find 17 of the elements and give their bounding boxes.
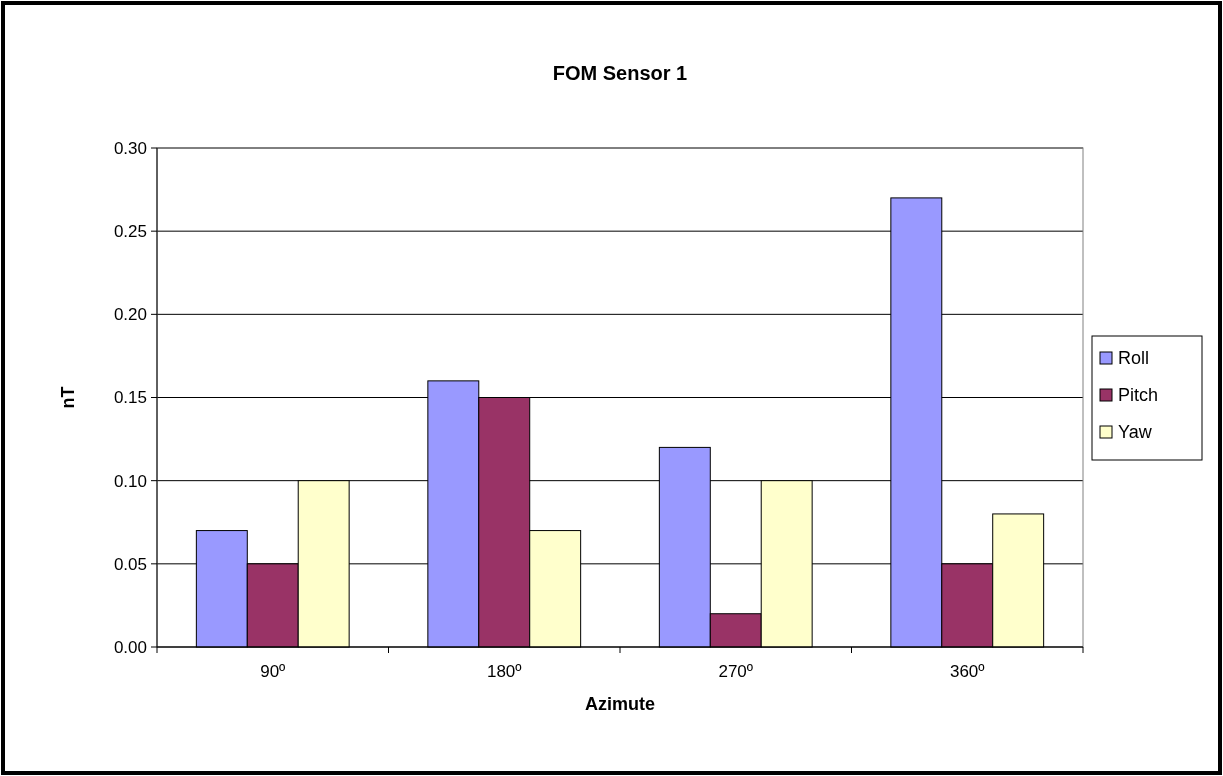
chart-title: FOM Sensor 1: [552, 62, 688, 84]
y-tick-label: 0.20: [113, 305, 147, 325]
y-tick-label: 0.15: [113, 388, 147, 408]
x-tick-label: 270º: [718, 662, 754, 681]
x-axis-title: Azimute: [584, 694, 656, 714]
x-tick-label: 180º: [486, 662, 522, 681]
y-tick-label: 0.25: [113, 222, 147, 242]
legend-label: Pitch: [1118, 385, 1159, 406]
x-tick-label: 90º: [260, 662, 286, 681]
y-axis-title: nT: [58, 386, 78, 409]
y-tick-label: 0.30: [113, 138, 147, 158]
y-tick-label: 0.05: [113, 554, 147, 574]
y-tick-label: 0.00: [113, 637, 147, 657]
legend-label: Yaw: [1118, 422, 1153, 443]
x-tick-label: 360º: [949, 662, 985, 681]
legend-label: Roll: [1118, 348, 1150, 369]
y-tick-label: 0.10: [113, 471, 147, 491]
